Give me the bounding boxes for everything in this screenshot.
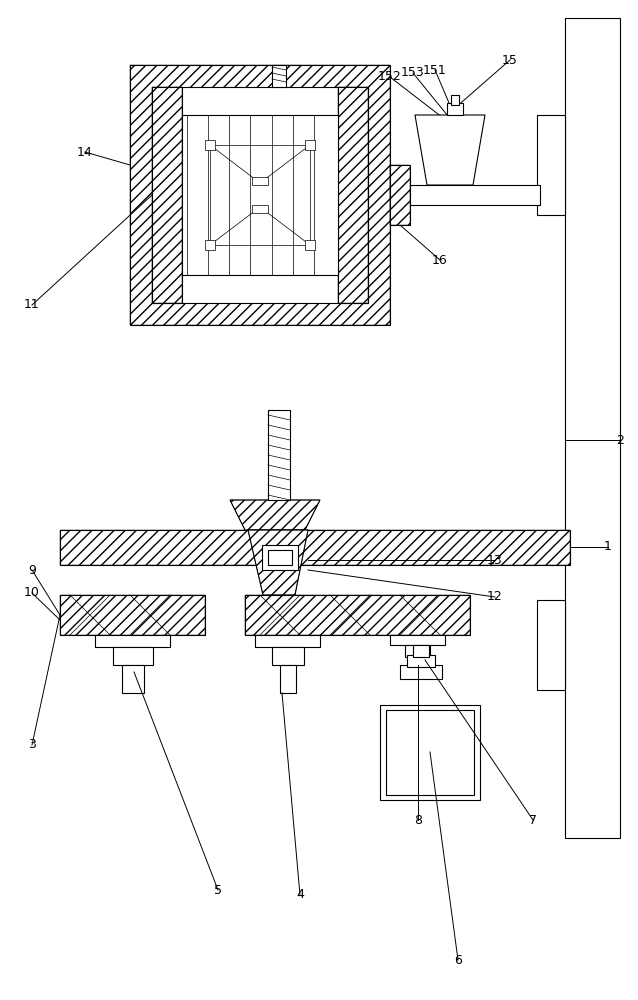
Bar (390, 165, 410, 225)
Bar (205, 140, 215, 150)
Text: 12: 12 (487, 590, 503, 603)
Text: 5: 5 (214, 884, 222, 896)
Bar (152, 87, 182, 303)
Bar (280, 665, 296, 693)
Bar (262, 545, 298, 570)
Text: 10: 10 (24, 586, 40, 599)
Bar (245, 595, 470, 635)
Text: 9: 9 (28, 564, 36, 576)
Text: 6: 6 (454, 954, 462, 966)
Text: 11: 11 (24, 298, 40, 312)
Bar (182, 115, 338, 275)
Text: 15: 15 (502, 53, 518, 66)
Bar (565, 18, 620, 838)
Bar (390, 165, 410, 225)
Text: 13: 13 (487, 554, 503, 566)
Bar (390, 635, 445, 645)
Bar (245, 595, 470, 635)
Bar (407, 655, 435, 667)
Bar (60, 530, 570, 565)
Bar (537, 600, 565, 690)
Bar (305, 240, 315, 250)
Text: 153: 153 (401, 66, 425, 80)
Bar (130, 65, 390, 325)
Polygon shape (230, 500, 320, 530)
Bar (252, 205, 268, 213)
Bar (451, 95, 459, 105)
Bar (60, 595, 205, 635)
Bar (95, 635, 170, 647)
Bar (537, 115, 565, 215)
Bar (380, 705, 480, 800)
Bar (272, 65, 286, 87)
Polygon shape (415, 115, 485, 185)
Bar (386, 710, 474, 795)
Text: 4: 4 (296, 888, 304, 902)
Bar (400, 665, 442, 679)
Bar (338, 87, 368, 303)
Bar (113, 647, 153, 665)
Bar (410, 185, 540, 205)
Bar (305, 140, 315, 150)
Bar (122, 665, 144, 693)
Text: 1: 1 (604, 540, 612, 554)
Bar (252, 177, 268, 185)
Bar (60, 595, 205, 635)
Text: 151: 151 (423, 64, 447, 77)
Bar (338, 87, 368, 303)
Text: 8: 8 (414, 814, 422, 826)
Text: 3: 3 (28, 738, 36, 752)
Bar (405, 645, 430, 657)
Text: 152: 152 (378, 70, 402, 84)
Bar (152, 87, 368, 303)
Bar (413, 645, 429, 657)
Polygon shape (248, 530, 308, 595)
Text: 16: 16 (432, 253, 448, 266)
Text: 2: 2 (616, 434, 624, 446)
Bar (412, 657, 424, 675)
Bar (272, 647, 304, 665)
Bar (255, 635, 320, 647)
Bar (268, 410, 290, 500)
Bar (60, 530, 570, 565)
Bar (268, 550, 292, 565)
Bar (447, 103, 463, 115)
Bar (130, 65, 390, 325)
Bar (152, 87, 182, 303)
Text: 14: 14 (77, 145, 93, 158)
Bar (205, 240, 215, 250)
Text: 7: 7 (529, 814, 537, 826)
